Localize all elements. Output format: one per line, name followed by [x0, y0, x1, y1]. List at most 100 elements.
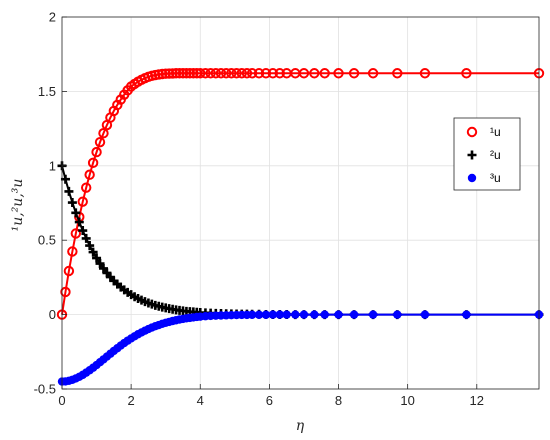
series-1-point [241, 68, 253, 79]
series-1-point [67, 246, 78, 257]
series-2-point [64, 186, 74, 196]
y-axis-label: ¹u,²u,³u [10, 179, 26, 232]
series-2-point [67, 198, 77, 208]
series-1-point [188, 68, 199, 79]
series-2-point [88, 247, 98, 257]
series-1-point [333, 68, 344, 79]
series-3-point [310, 310, 319, 319]
series-1-point [77, 196, 88, 207]
series-1-point [181, 68, 192, 79]
series-3-point [291, 310, 300, 319]
legend-label-2: ²u [490, 148, 501, 162]
series-1-point [419, 68, 431, 79]
x-tick-label: 2 [128, 393, 135, 408]
series-3-point [254, 310, 264, 319]
legend-label-3: ³u [490, 171, 501, 185]
series-2-point [81, 233, 91, 243]
series-3-point [320, 310, 329, 319]
legend-box [453, 117, 521, 191]
series-1-point [98, 128, 109, 139]
x-tick-label: 12 [470, 393, 484, 408]
series-1-point [195, 68, 206, 79]
series-1-point [94, 136, 106, 148]
series-1-point [91, 146, 102, 158]
series-2-point [78, 226, 88, 236]
series-1-point [184, 68, 196, 79]
legend-marker-3 [467, 173, 477, 183]
series-1-point [205, 68, 216, 79]
y-tick-label: 1.5 [38, 84, 56, 99]
x-tick-label: 0 [58, 393, 65, 408]
series-1-point [170, 68, 182, 79]
x-tick-label: 6 [266, 393, 273, 408]
series-2-point [60, 174, 70, 184]
series-1-point [87, 157, 99, 169]
series-1-point [319, 68, 330, 79]
series-1-point [260, 68, 272, 79]
series-1-point [80, 182, 92, 193]
series-1-point [174, 68, 185, 79]
legend-marker-1 [466, 126, 478, 138]
series-1-point [226, 68, 237, 79]
series-2-point [74, 217, 84, 227]
series-3-point [368, 310, 378, 319]
series-1-point [84, 169, 95, 180]
series-layer [56, 68, 545, 386]
series-3-point [393, 310, 402, 319]
y-tick-label: -0.5 [34, 382, 56, 397]
series-3-point [282, 310, 291, 319]
x-tick-label: 8 [335, 393, 342, 408]
series-3-point [299, 310, 309, 319]
series-1-point [231, 68, 242, 79]
series-1-point [70, 228, 82, 239]
series-2-point [92, 253, 102, 263]
x-tick-label: 4 [197, 393, 204, 408]
series-1-point [215, 68, 227, 79]
legend: ¹u ²u ³u [453, 117, 521, 191]
series-1-point [461, 68, 472, 79]
series-1-point [210, 68, 222, 79]
series-1-point [60, 286, 71, 298]
series-3-point [462, 310, 471, 319]
series-1-point [167, 68, 178, 79]
series-3-point [349, 310, 359, 319]
series-1-point [253, 68, 265, 79]
series-1-point [309, 68, 320, 79]
series-3-point [247, 310, 257, 319]
series-1-point [157, 68, 168, 80]
legend-label-1: ¹u [490, 125, 501, 139]
series-1-point [163, 68, 175, 79]
series-1-point [220, 68, 232, 79]
series-3-point [275, 310, 284, 319]
series-1-point [160, 68, 171, 79]
legend-marker-2 [467, 150, 477, 160]
y-tick-label: 0 [49, 307, 56, 322]
series-1-point [348, 68, 360, 79]
y-tick-label: 2 [49, 10, 56, 25]
series-1-point [392, 68, 403, 79]
x-axis-label: η [296, 418, 305, 434]
series-3-point [334, 310, 343, 319]
series-2-point [85, 241, 95, 251]
series-1-point [200, 68, 211, 79]
ticks [61, 16, 478, 390]
y-tick-label: 1 [49, 158, 56, 173]
series-1-point [246, 68, 258, 79]
legend-markers [466, 126, 478, 183]
series-1-point [298, 68, 310, 79]
series-1-point [367, 68, 379, 79]
series-3-point [268, 310, 278, 319]
series-1-point [267, 68, 279, 79]
series-1-point [177, 68, 189, 79]
series-1-point [274, 68, 285, 79]
tick-labels: 0 2 4 6 8 10 12-0.500.511.52 [34, 10, 484, 409]
series-2-point [95, 259, 105, 269]
x-tick-label: 10 [400, 393, 414, 408]
series-2-point [71, 208, 81, 218]
series-1 [56, 68, 545, 320]
y-tick-label: 0.5 [38, 233, 56, 248]
series-1-point [63, 265, 75, 277]
series-1-point [236, 68, 247, 79]
series-3-point [420, 310, 430, 319]
